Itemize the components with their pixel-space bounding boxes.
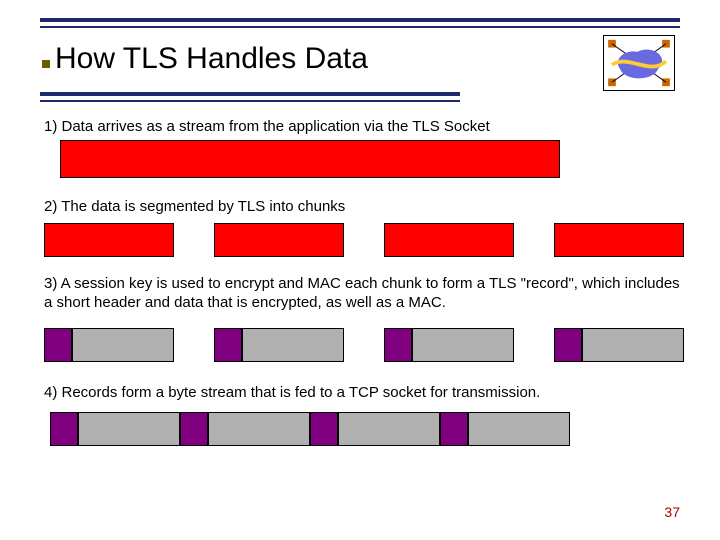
slide: How TLS Handles Data 1) Data arrives as … [0,0,720,540]
step-4-stream-3-body [338,412,440,446]
step-4-stream-3-header [310,412,338,446]
step-4-stream-4-body [468,412,570,446]
slide-title: How TLS Handles Data [55,42,368,76]
step-4-stream-2-header [180,412,208,446]
rule-under-title-thick [40,92,460,96]
step-3-record-1-header [44,328,72,362]
step-2-chunk-1 [44,223,174,257]
step-4-text: 4) Records form a byte stream that is fe… [44,384,690,403]
step-4-stream-1-body [78,412,180,446]
step-3-record-1-body [72,328,174,362]
step-2-text: 2) The data is segmented by TLS into chu… [44,198,690,217]
step-2-chunk-2 [214,223,344,257]
network-cloud-logo [603,35,675,91]
step-2-chunk-4 [554,223,684,257]
step-3-record-3-header [384,328,412,362]
rule-top-thin [40,26,680,28]
step-2-chunk-3 [384,223,514,257]
step-3-record-4-header [554,328,582,362]
step-3-record-2-body [242,328,344,362]
step-1-stream-box [60,140,560,178]
step-3-text: 3) A session key is used to encrypt and … [44,275,690,313]
step-4-stream-4-header [440,412,468,446]
step-4-stream-2-body [208,412,310,446]
step-3-record-4-body [582,328,684,362]
step-3-record-2-header [214,328,242,362]
page-number: 37 [664,504,680,520]
step-1-text: 1) Data arrives as a stream from the app… [44,118,690,137]
step-3-record-3-body [412,328,514,362]
rule-under-title-thin [40,100,460,102]
rule-top-thick [40,18,680,22]
step-4-stream-1-header [50,412,78,446]
title-bullet [42,60,50,68]
